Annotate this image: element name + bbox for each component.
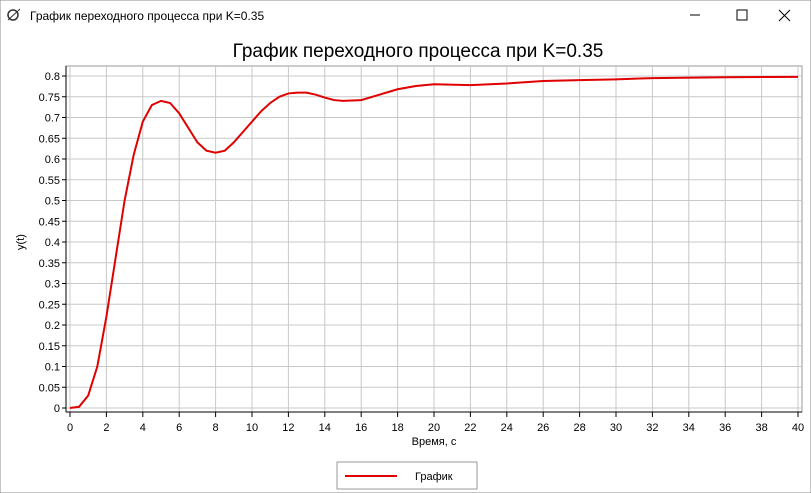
y-tick-label: 0.1	[45, 362, 60, 374]
x-tick-label: 16	[355, 422, 367, 434]
x-tick-label: 2	[103, 422, 109, 434]
y-tick-label: 0.5	[45, 196, 60, 208]
chart-title: График переходного процесса при K=0.35	[233, 41, 604, 62]
x-axis-label: Время, с	[412, 436, 457, 448]
y-tick-label: 0.4	[45, 237, 60, 249]
x-tick-label: 38	[755, 422, 767, 434]
y-tick-label: 0.45	[39, 216, 60, 228]
x-tick-label: 18	[391, 422, 403, 434]
x-tick-label: 22	[464, 422, 476, 434]
x-tick-label: 28	[573, 422, 585, 434]
x-tick-label: 32	[646, 422, 658, 434]
x-tick-label: 24	[501, 422, 513, 434]
y-tick-label: 0.6	[45, 154, 60, 166]
y-tick-label: 0.75	[39, 92, 60, 104]
app-icon	[7, 8, 21, 21]
data-line	[69, 75, 799, 409]
x-tick-label: 34	[683, 422, 695, 434]
x-tick-label: 14	[319, 422, 331, 434]
maximize-button[interactable]	[736, 9, 748, 21]
x-tick-label: 36	[719, 422, 731, 434]
x-tick-label: 0	[67, 422, 73, 434]
x-tick-label: 40	[792, 422, 804, 434]
y-axis-label: y(t)	[15, 234, 27, 250]
x-tick-label: 6	[176, 422, 182, 434]
legend-label: График	[415, 471, 453, 483]
y-tick-label: 0	[54, 403, 60, 415]
y-tick-label: 0.2	[45, 320, 60, 332]
y-tick-label: 0.05	[39, 382, 60, 394]
y-tick-label: 0.65	[39, 133, 60, 145]
y-tick-label: 0.15	[39, 341, 60, 353]
y-tick-label: 0.8	[45, 71, 60, 83]
close-button[interactable]	[778, 9, 791, 22]
x-tick-label: 12	[282, 422, 294, 434]
window-title: График переходного процесса при K=0.35	[30, 9, 264, 23]
y-tick-label: 0.3	[45, 279, 60, 291]
x-tick-label: 26	[537, 422, 549, 434]
y-tick-label: 0.35	[39, 258, 60, 270]
x-tick-label: 8	[213, 422, 219, 434]
x-tick-label: 20	[428, 422, 440, 434]
x-tick-label: 4	[140, 422, 146, 434]
x-tick-label: 30	[610, 422, 622, 434]
y-tick-label: 0.55	[39, 175, 60, 187]
y-tick-label: 0.25	[39, 299, 60, 311]
y-tick-label: 0.7	[45, 113, 60, 125]
x-tick-label: 10	[246, 422, 258, 434]
